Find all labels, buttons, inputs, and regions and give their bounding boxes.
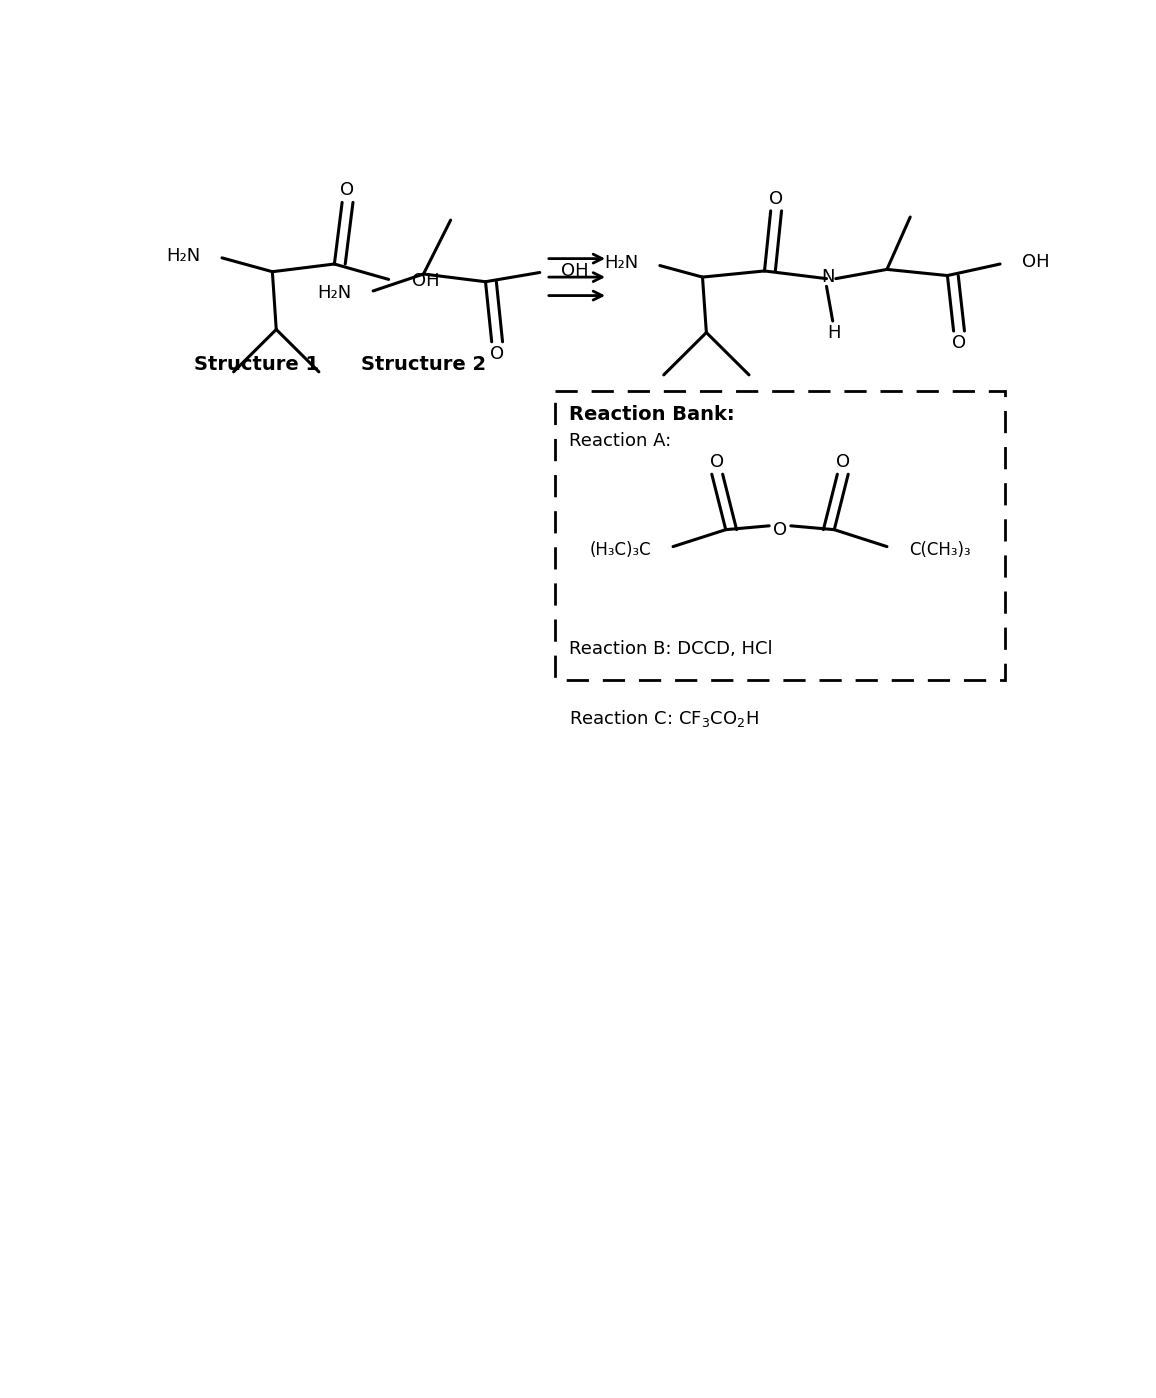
Text: H: H — [828, 324, 842, 343]
Text: H₂N: H₂N — [166, 247, 200, 266]
Text: H₂N: H₂N — [317, 284, 351, 302]
Text: O: O — [773, 520, 787, 538]
Text: C(CH₃)₃: C(CH₃)₃ — [909, 541, 970, 559]
Bar — [555, 391, 1005, 679]
Text: O: O — [769, 190, 783, 207]
Text: N: N — [821, 268, 835, 287]
Text: O: O — [836, 453, 850, 471]
Text: Reaction A:: Reaction A: — [569, 432, 672, 450]
Text: H₂N: H₂N — [603, 254, 638, 273]
Text: Structure 2: Structure 2 — [361, 355, 486, 373]
Text: OH: OH — [562, 261, 590, 280]
Text: Reaction C: CF$_3$CO$_2$H: Reaction C: CF$_3$CO$_2$H — [569, 707, 759, 728]
Text: O: O — [341, 182, 355, 199]
Text: OH: OH — [412, 273, 439, 289]
Text: O: O — [490, 345, 504, 363]
Text: (H₃C)₃C: (H₃C)₃C — [590, 541, 651, 559]
Text: O: O — [951, 334, 966, 352]
Text: Reaction Bank:: Reaction Bank: — [569, 404, 735, 424]
Text: Structure 1: Structure 1 — [194, 355, 319, 373]
Text: OH: OH — [1022, 253, 1050, 271]
Text: Reaction B: DCCD, HCl: Reaction B: DCCD, HCl — [569, 640, 773, 658]
Text: O: O — [710, 453, 725, 471]
